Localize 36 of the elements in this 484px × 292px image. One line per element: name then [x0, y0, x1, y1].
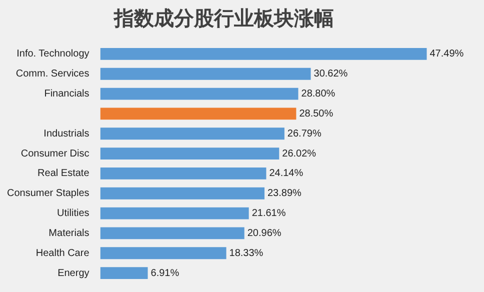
data-label: 24.14%	[269, 168, 304, 180]
y-tick-label: Comm. Services	[16, 68, 90, 80]
data-label: 30.62%	[314, 68, 348, 80]
y-tick-label: Real Estate	[38, 168, 90, 180]
bar	[100, 167, 266, 180]
data-label: 47.49%	[430, 48, 464, 60]
data-label: 6.91%	[150, 268, 180, 279]
y-tick-label: Utilities	[57, 208, 90, 220]
chart-title: 指数成分股行业板块涨幅	[113, 6, 334, 30]
bar	[100, 148, 280, 160]
bar	[100, 187, 264, 200]
y-tick-label: Materials	[48, 228, 90, 239]
y-tick-label: Info. Technology	[16, 48, 90, 60]
bar	[100, 108, 296, 120]
bar	[100, 267, 148, 280]
bar	[100, 247, 226, 260]
data-label: 23.89%	[268, 188, 302, 200]
bar	[100, 227, 244, 240]
bar	[100, 207, 249, 220]
data-label: 26.79%	[287, 128, 322, 140]
data-label: 21.61%	[252, 208, 286, 220]
bar	[100, 68, 311, 80]
bar	[100, 128, 284, 140]
data-label: 20.96%	[247, 228, 282, 239]
y-tick-label: Financials	[44, 88, 90, 100]
y-tick-label: Energy	[58, 268, 90, 279]
y-tick-label: Industrials	[44, 128, 90, 140]
bar	[100, 48, 427, 60]
bar	[100, 88, 298, 100]
data-label: 18.33%	[229, 248, 264, 259]
y-tick-label: Health Care	[36, 248, 90, 259]
y-tick-label: Consumer Disc	[20, 148, 90, 160]
data-label: 28.80%	[301, 88, 336, 100]
y-tick-label: Consumer Staples	[6, 188, 90, 200]
data-label: 26.02%	[282, 148, 316, 160]
data-label: 28.50%	[299, 108, 334, 120]
